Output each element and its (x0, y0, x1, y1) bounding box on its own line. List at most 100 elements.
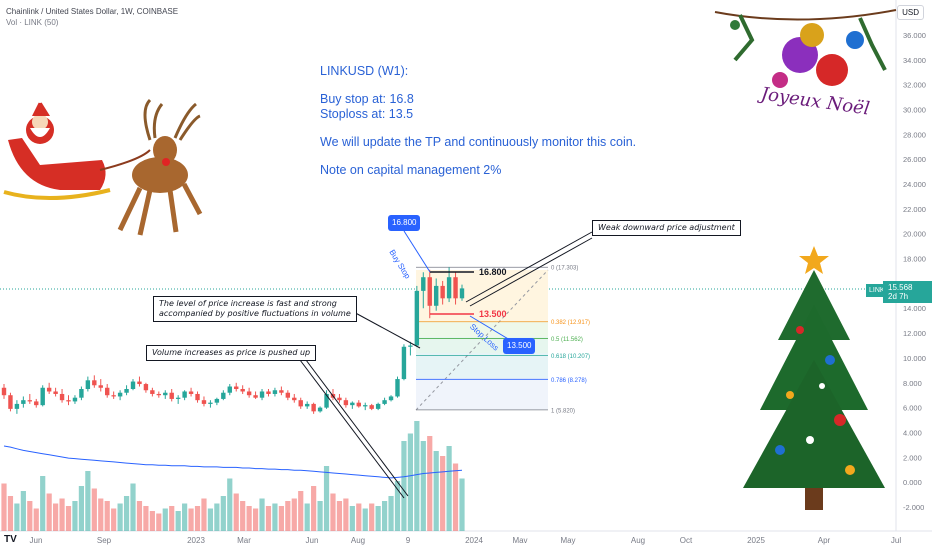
callout-price-increase[interactable]: The level of price increase is fast and … (153, 296, 357, 322)
price-tick-label: 10.000 (903, 354, 926, 363)
volume-bar (46, 493, 52, 531)
candle-body (408, 345, 413, 347)
candlestick-series[interactable] (1, 267, 465, 414)
candle-body (427, 277, 432, 306)
volume-bar (330, 493, 336, 531)
candle-body (130, 381, 136, 389)
volume-bar (407, 433, 413, 531)
volume-indicator-label[interactable]: Vol · LINK (50) (6, 18, 59, 27)
candle-body (285, 392, 291, 398)
candle-body (111, 395, 116, 397)
candle-body (214, 398, 220, 403)
buy-stop-level-label: 16.800 (479, 267, 507, 277)
fib-zone-786 (416, 378, 548, 410)
note-update: We will update the TP and continuously m… (320, 135, 637, 149)
price-tick-label: 4.000 (903, 428, 922, 437)
candle-body (8, 395, 13, 409)
price-tick-label: 32.000 (903, 81, 926, 90)
volume-bar (240, 501, 246, 531)
candle-body (221, 392, 226, 399)
candle-body (324, 393, 329, 408)
volume-bar (356, 503, 362, 531)
chart-title[interactable]: Chainlink / United States Dollar, 1W, CO… (6, 7, 179, 16)
fib-level-label: 0.786 (8.278) (551, 378, 587, 384)
currency-button[interactable]: USD (897, 5, 924, 20)
volume-bar (323, 466, 330, 531)
volume-bar (227, 478, 233, 531)
volume-bar (446, 446, 452, 531)
volume-bar (298, 491, 304, 531)
tradingview-logo[interactable]: TV (4, 534, 17, 545)
candle-body (195, 393, 200, 401)
price-tick-label: 14.000 (903, 304, 926, 313)
price-tick-label: 24.000 (903, 180, 926, 189)
candle-body (253, 395, 258, 398)
fib-zone-382 (416, 321, 548, 337)
callout-volume-push[interactable]: Volume increases as price is pushed up (146, 345, 317, 361)
volume-bar (33, 508, 39, 531)
candle-body (395, 379, 400, 397)
volume-bar (317, 501, 323, 531)
candle-body (92, 380, 97, 386)
volume-bar (72, 501, 78, 531)
time-tick-label: Jun (30, 536, 43, 545)
price-tick-label: 26.000 (903, 155, 926, 164)
candle-body (14, 403, 20, 409)
volume-bar (27, 501, 33, 531)
candle-body (311, 403, 316, 412)
volume-bar (272, 503, 278, 531)
volume-bar (7, 496, 14, 531)
price-tick-label: 6.000 (903, 404, 922, 413)
candle-body (350, 402, 355, 406)
callout-pointer-volume (299, 359, 405, 499)
price-tick-label: 28.000 (903, 130, 926, 139)
volume-bar (233, 493, 239, 531)
candle-body (227, 386, 232, 393)
fib-level-label: 1 (5.820) (551, 408, 575, 414)
volume-bar (420, 441, 426, 531)
time-axis[interactable]: Jun Sep 2023 Mar Jun Aug 9 2024 Mav May Aug Oct 2025… (30, 536, 902, 545)
volume-bar (343, 498, 349, 531)
volume-bar (207, 508, 214, 531)
volume-bar (452, 463, 459, 531)
callout-pointer-weak-2 (469, 237, 593, 307)
fib-level-label: 0.382 (12.917) (551, 320, 590, 326)
candle-body (414, 290, 420, 346)
candle-body (105, 387, 110, 396)
volume-ma-line (3, 445, 463, 479)
stop-loss-badge[interactable]: 13.500 (503, 338, 536, 354)
volume-bar (20, 491, 26, 531)
candle-body (34, 401, 39, 406)
fib-zone-618 (416, 353, 548, 378)
volume-bar (220, 496, 226, 531)
price-tick-label: 8.000 (903, 379, 922, 388)
candle-body (433, 285, 439, 306)
callout-weak-adjustment[interactable]: Weak downward price adjustment (592, 220, 741, 236)
volume-bar (98, 498, 104, 531)
candle-body (279, 390, 284, 393)
candle-body (246, 391, 252, 396)
volume-bar (78, 486, 85, 531)
candle-body (175, 397, 181, 399)
time-tick-label: 2025 (747, 536, 765, 545)
price-axis[interactable]: 36.000 34.000 32.000 30.000 28.000 26.000 24.0… (903, 31, 926, 512)
last-price-tag[interactable]: 15.568 2d 7h (883, 281, 932, 303)
fib-level-label: 0.5 (11.562) (551, 337, 583, 343)
candle-body (201, 400, 207, 404)
volume-bar (123, 496, 130, 531)
candle-body (375, 403, 381, 409)
candle-body (304, 403, 310, 407)
candle-body (72, 397, 78, 402)
fib-trend-line (415, 269, 549, 411)
candle-body (156, 393, 162, 396)
price-tick-label: 2.000 (903, 453, 922, 462)
time-tick-label: Apr (818, 536, 831, 545)
christmas-tree-illustration (743, 246, 885, 510)
candle-body (150, 390, 155, 394)
volume-bar (111, 508, 117, 531)
buy-stop-badge[interactable]: 16.800 (388, 215, 421, 231)
time-tick-label: Oct (680, 536, 693, 545)
candle-body (27, 400, 33, 402)
